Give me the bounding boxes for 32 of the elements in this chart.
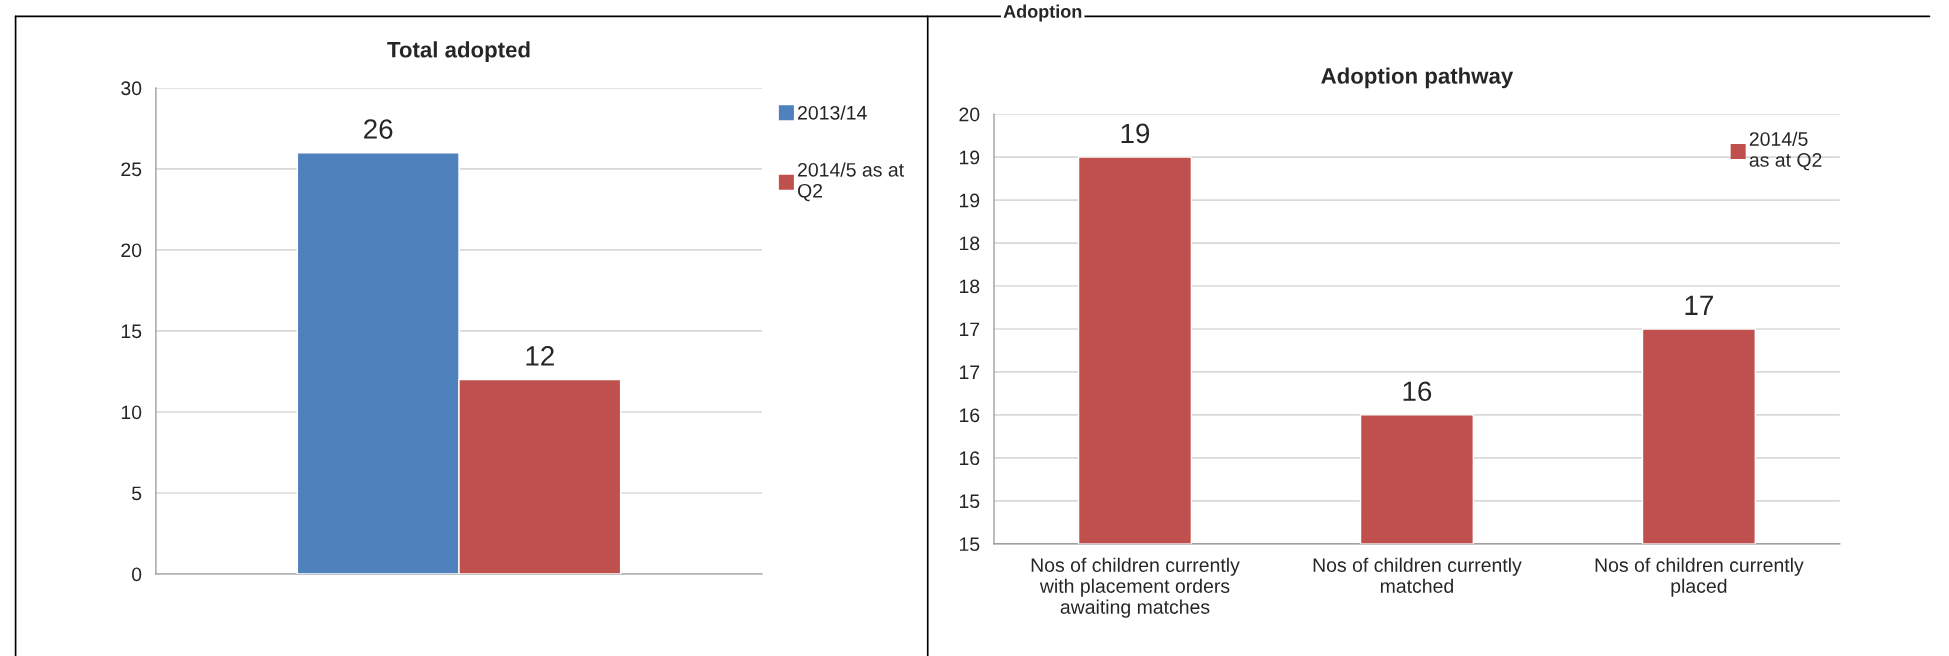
x-tick-label: Nos of children currently placed — [1595, 557, 1804, 597]
data-label: 17 — [1685, 295, 1713, 315]
legend-label: 2014/5 as at Q2 — [797, 162, 904, 202]
y-tick-label: 16 — [959, 451, 980, 466]
y-tick-label: 17 — [959, 365, 980, 379]
y-tick-label: 5 — [132, 486, 142, 501]
legend-label: 2014/5 as at Q2 — [1749, 131, 1822, 171]
y-tick-label: 0 — [131, 567, 142, 582]
legend-label: 2013/14 — [798, 105, 867, 120]
data-label: 26 — [364, 119, 393, 139]
chart-title: Adoption pathway — [1321, 67, 1514, 89]
y-tick-label: 19 — [959, 193, 980, 208]
data-label: 16 — [1403, 381, 1432, 402]
data-label: 19 — [1121, 123, 1150, 144]
y-tick-label: 10 — [121, 405, 142, 420]
y-tick-label: 16 — [959, 408, 980, 423]
x-tick-label: Nos of children currently matched — [1313, 557, 1522, 593]
y-tick-label: 18 — [959, 279, 980, 294]
y-tick-label: 17 — [959, 322, 980, 337]
y-tick-label: 20 — [959, 107, 980, 122]
y-tick-label: 15 — [959, 494, 980, 509]
y-tick-label: 25 — [121, 162, 142, 177]
text: Adoption — [1003, 4, 1082, 22]
y-tick-label: 19 — [959, 150, 980, 165]
y-tick-label: 18 — [959, 236, 980, 251]
x-tick-label: Nos of children currently with placement orders awaiting matches — [1031, 557, 1240, 618]
y-tick-label: 15 — [959, 537, 980, 552]
y-tick-label: 30 — [121, 81, 142, 96]
chart-title: Total adopted — [387, 41, 530, 62]
data-label: 12 — [526, 346, 554, 366]
y-tick-label: 15 — [121, 324, 142, 339]
y-tick-label: 20 — [121, 243, 142, 258]
